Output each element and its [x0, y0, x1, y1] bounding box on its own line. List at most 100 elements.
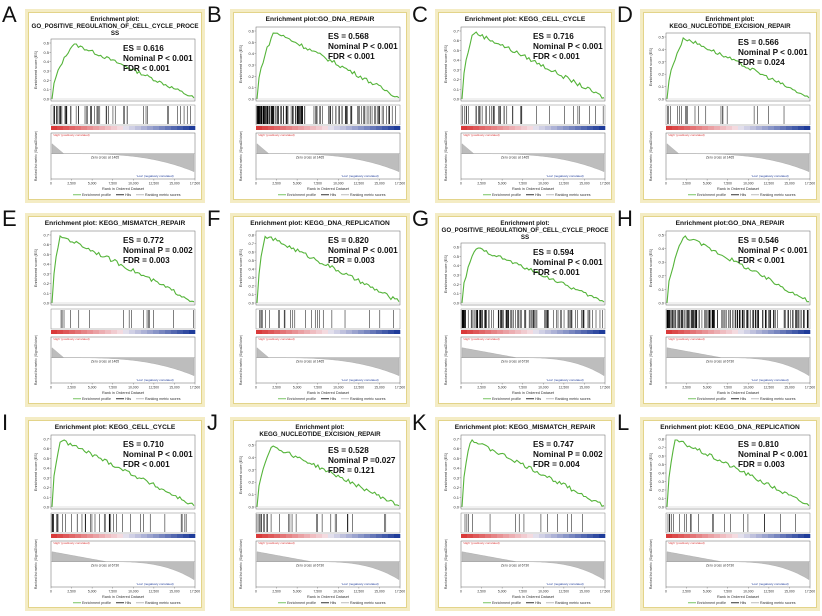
plot-card: Enrichment plot: KEGG_DNA_REPLICATION 0.8…: [643, 420, 817, 608]
legend-hits: Hits: [330, 397, 336, 401]
metric-plot-frame: [50, 336, 196, 384]
x-tick-label: 12,500: [354, 386, 364, 390]
x-tick-label: 2,500: [67, 182, 76, 186]
rank-color-segment: [129, 534, 136, 538]
panel-f: F Enrichment plot: KEGG_DNA_REPLICATION 0.…: [207, 208, 419, 404]
rank-color-segment: [69, 534, 76, 538]
es-y-tick: 0.1: [43, 495, 49, 500]
es-y-tick: 0.1: [248, 292, 254, 297]
rank-color-segment: [491, 330, 498, 334]
rank-color-segment: [370, 126, 377, 130]
es-y-tick: 0.6: [453, 446, 459, 451]
plot-legend: Enrichment profile Hits Ranking metric sco…: [73, 193, 181, 197]
rank-color-segment: [328, 534, 335, 538]
es-y-tick: 0.0: [453, 301, 459, 306]
rank-color-segment: [394, 126, 401, 130]
plot-card: Enrichment plot: KEGG_NUCLEOTIDE_EXCISION…: [643, 12, 817, 200]
rank-color-segment: [804, 126, 811, 130]
rank-color-segment: [388, 330, 395, 334]
rank-color-segment: [105, 126, 112, 130]
zero-cross-label: Zero cross at 1465: [706, 156, 734, 160]
enrichment-curve: [461, 31, 605, 100]
x-tick-label: 0: [460, 386, 462, 390]
rank-color-segment: [738, 534, 745, 538]
legend-hits: Hits: [125, 193, 131, 197]
rank-color-segment: [780, 126, 787, 130]
rank-color-segment: [678, 534, 685, 538]
metric-plot-frame: [665, 336, 811, 384]
panel-letter: A: [2, 2, 17, 27]
es-y-tick: 0.1: [453, 87, 459, 92]
rank-color-segment: [726, 330, 733, 334]
enrichment-curve: [666, 439, 810, 508]
rank-color-segment: [304, 126, 311, 130]
panel-d: D Enrichment plot: KEGG_NUCLEOTIDE_EXCISIO…: [617, 4, 822, 200]
rank-color-segment: [147, 126, 154, 130]
rank-color-segment: [497, 126, 504, 130]
es-y-tick: 0.3: [453, 273, 459, 278]
rank-color-segment: [87, 330, 94, 334]
panel-letter: B: [207, 2, 222, 27]
gsea-plot-svg: Enrichment plot: KEGG_CELL_CYCLE 0.7 0.6 0.…: [34, 424, 200, 605]
es-y-tick: 0.5: [453, 48, 459, 53]
rank-color-segment: [346, 534, 353, 538]
hits-frame: [460, 308, 606, 330]
x-axis-label: Rank in Ordered Dataset: [307, 595, 350, 599]
panel-c: C Enrichment plot: KEGG_CELL_CYCLE 0.7 0.6 0…: [412, 4, 624, 200]
rank-color-segment: [497, 330, 504, 334]
rank-color-segment: [256, 126, 263, 130]
plot-title-line: Enrichment plot:: [500, 220, 549, 227]
x-tick-label: 5,000: [293, 590, 302, 594]
rank-color-segment: [177, 126, 184, 130]
plot-title-line: Enrichment plot:: [705, 16, 754, 23]
es-y-tick: 0.2: [658, 273, 664, 278]
plot-legend: Enrichment profile Hits Ranking metric sco…: [688, 193, 796, 197]
es-value: ES = 0.568: [328, 32, 369, 41]
rank-color-segment: [780, 534, 787, 538]
es-y-tick: 0.2: [43, 281, 49, 286]
es-value: ES = 0.810: [738, 440, 779, 449]
plot-card: Enrichment plot: KEGG_MISMATCH_REPAIR 0.7…: [438, 420, 612, 608]
plot-card: Enrichment plot: KEGG_CELL_CYCLE 0.7 0.6 0.…: [28, 420, 202, 608]
x-tick-label: 12,500: [354, 590, 364, 594]
es-y-tick: 0.0: [43, 97, 49, 102]
rank-color-segment: [587, 534, 594, 538]
es-y-tick: 0.5: [658, 233, 664, 238]
es-y-tick: 0.5: [453, 254, 459, 259]
ranking-metric-area: [51, 347, 195, 376]
es-value: ES = 0.528: [328, 446, 369, 455]
x-tick-label: 7,500: [313, 182, 322, 186]
hits-frame: [50, 308, 196, 330]
enrichment-curve: [666, 37, 810, 100]
rank-color-segment: [738, 330, 745, 334]
rank-color-segment: [364, 534, 371, 538]
metric-plot-frame: [460, 540, 606, 588]
x-tick-label: 5,000: [703, 386, 712, 390]
rank-color-segment: [147, 330, 154, 334]
rank-color-segment: [503, 126, 510, 130]
rank-color-segment: [545, 534, 552, 538]
rank-color-segment: [503, 534, 510, 538]
rank-color-segment: [322, 126, 329, 130]
gsea-plot-svg: Enrichment plot:GO_POSITIVE_REGULATION_O…: [32, 16, 201, 197]
plot-title-line: Enrichment plot: KEGG_MISMATCH_REPAIR: [455, 424, 596, 431]
plot-title-line: SS: [111, 30, 119, 37]
ranking-metric-area: [666, 143, 810, 172]
metric-y-label: Ranked list metric (Signal2Noise): [34, 335, 38, 385]
rank-color-segment: [515, 330, 522, 334]
es-y-tick: 0.5: [248, 258, 254, 263]
rank-color-segment: [135, 534, 142, 538]
ranking-metric-area: [666, 551, 810, 580]
es-plot-frame: [50, 434, 196, 510]
x-tick-label: 5,000: [498, 182, 507, 186]
rank-color-segment: [744, 126, 751, 130]
rank-color-segment: [678, 330, 685, 334]
rank-color-segment: [684, 126, 691, 130]
rank-color-segment: [123, 534, 130, 538]
rank-color-segment: [569, 126, 576, 130]
hits-frame: [50, 512, 196, 534]
zero-cross-label: Zero cross at 6730: [91, 564, 119, 568]
rank-color-segment: [708, 330, 715, 334]
rank-color-segment: [262, 330, 269, 334]
es-y-tick: 0.5: [43, 252, 49, 257]
